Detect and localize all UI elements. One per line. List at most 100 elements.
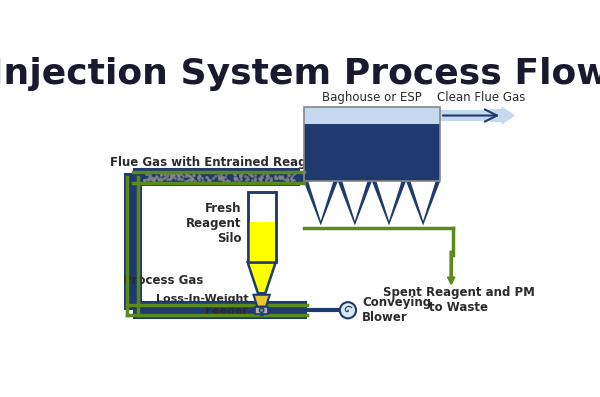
Point: [155, 175, 164, 182]
Point: [282, 177, 292, 184]
Point: [262, 171, 272, 177]
Point: [218, 173, 227, 180]
Point: [188, 176, 197, 183]
Point: [194, 174, 204, 181]
Point: [140, 177, 150, 183]
Point: [257, 173, 266, 179]
Point: [175, 176, 184, 183]
Circle shape: [259, 308, 264, 312]
Point: [235, 172, 245, 178]
Point: [241, 177, 251, 183]
Point: [194, 177, 204, 183]
Point: [182, 171, 192, 177]
Point: [271, 175, 280, 181]
Point: [257, 174, 266, 181]
Point: [173, 172, 182, 178]
Point: [201, 174, 211, 180]
Polygon shape: [338, 181, 372, 225]
Point: [283, 177, 292, 183]
FancyArrow shape: [448, 251, 455, 284]
Point: [164, 176, 174, 182]
Point: [256, 177, 266, 184]
Point: [240, 172, 250, 179]
Text: Injection System Process Flow: Injection System Process Flow: [0, 57, 600, 91]
Point: [184, 173, 194, 179]
Point: [277, 175, 287, 181]
Point: [274, 173, 284, 179]
Point: [183, 176, 193, 183]
Bar: [304, 108, 440, 123]
Point: [181, 172, 190, 179]
Point: [190, 178, 199, 184]
FancyArrow shape: [298, 170, 319, 185]
Point: [173, 173, 183, 179]
Point: [287, 172, 297, 179]
Point: [202, 174, 212, 180]
Point: [145, 172, 155, 178]
Polygon shape: [372, 181, 406, 225]
Point: [214, 174, 223, 181]
Point: [178, 173, 187, 179]
Bar: [440, 110, 493, 121]
Polygon shape: [406, 181, 440, 225]
Point: [230, 175, 240, 181]
Point: [278, 173, 287, 180]
Point: [176, 171, 186, 177]
Point: [262, 172, 272, 179]
Polygon shape: [248, 262, 275, 293]
Polygon shape: [376, 181, 401, 221]
Point: [247, 172, 256, 179]
Point: [216, 172, 226, 178]
Point: [145, 173, 154, 180]
Point: [287, 177, 296, 183]
Text: Process Gas: Process Gas: [123, 274, 203, 287]
Point: [242, 174, 251, 181]
Point: [217, 175, 227, 182]
Point: [275, 174, 285, 181]
Point: [142, 176, 152, 182]
Point: [250, 177, 260, 184]
Point: [229, 171, 239, 177]
Point: [166, 175, 176, 181]
Point: [193, 173, 202, 180]
Point: [277, 173, 287, 179]
Point: [157, 171, 166, 177]
Point: [272, 174, 281, 181]
Point: [169, 172, 178, 178]
Polygon shape: [410, 181, 436, 221]
Point: [166, 173, 176, 179]
Point: [205, 177, 214, 183]
Point: [152, 173, 161, 180]
Point: [217, 173, 226, 179]
Point: [198, 177, 208, 184]
Point: [146, 174, 155, 180]
Polygon shape: [308, 181, 334, 221]
Point: [232, 175, 242, 182]
Point: [287, 177, 296, 183]
Point: [160, 171, 170, 177]
Point: [166, 173, 176, 179]
Point: [149, 178, 159, 184]
Point: [262, 173, 272, 179]
Text: Flue Gas with Entrained Reagent: Flue Gas with Entrained Reagent: [110, 156, 328, 169]
Point: [284, 172, 293, 179]
Point: [244, 171, 254, 177]
Point: [144, 176, 154, 182]
Point: [175, 171, 185, 177]
Point: [148, 174, 157, 181]
Point: [188, 176, 197, 182]
Point: [248, 177, 257, 183]
FancyArrow shape: [490, 108, 514, 123]
Point: [183, 172, 193, 178]
Point: [224, 177, 234, 184]
Point: [139, 177, 149, 183]
Point: [187, 175, 196, 181]
Circle shape: [340, 302, 356, 318]
Point: [152, 173, 161, 179]
Point: [170, 175, 180, 182]
Text: Loss-In-Weight
Feeder: Loss-In-Weight Feeder: [156, 294, 248, 316]
Point: [275, 175, 284, 181]
Point: [246, 172, 256, 178]
Point: [155, 177, 164, 183]
Point: [261, 178, 271, 184]
